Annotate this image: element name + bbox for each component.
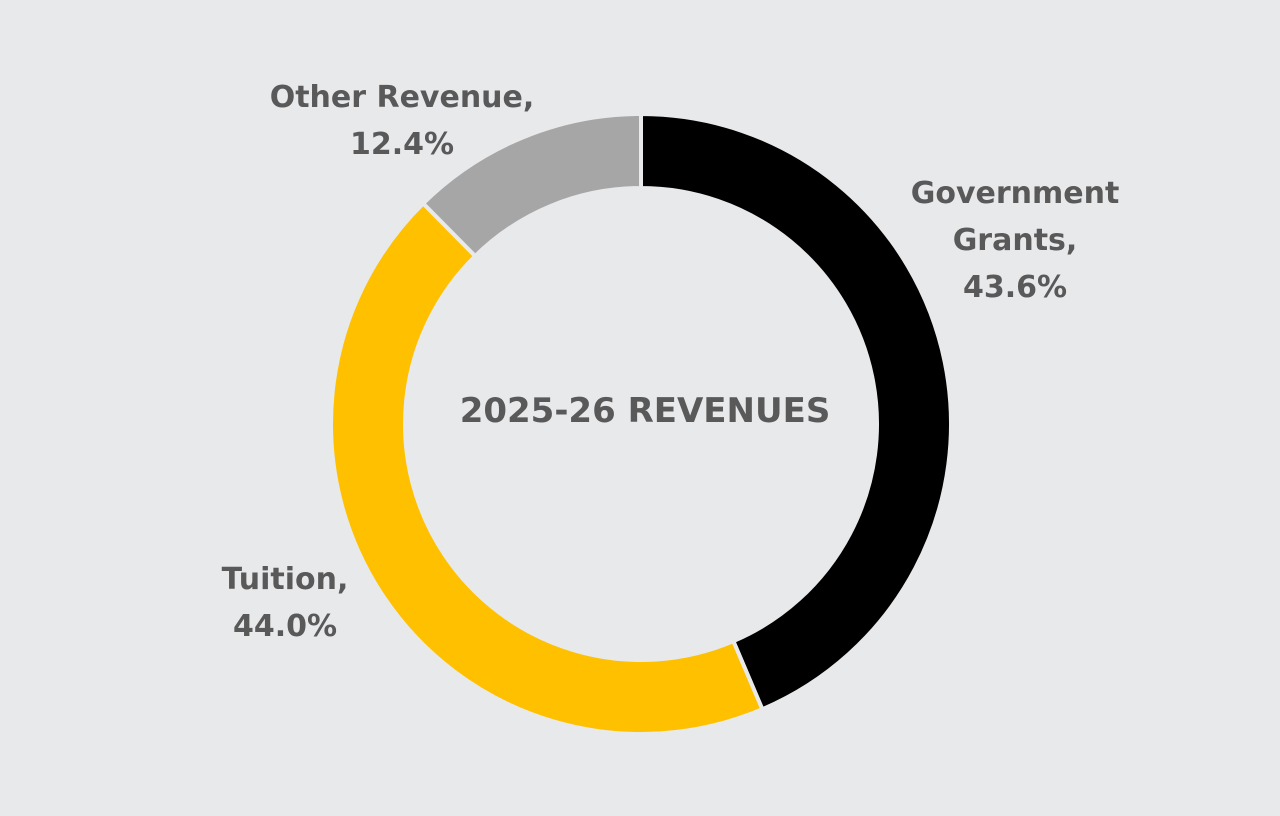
slice-label-government-grants: Government Grants, 43.6%: [905, 170, 1125, 311]
slice-label-name-line: Tuition,: [221, 562, 349, 597]
donut-slice-other-revenue: [420, 111, 643, 259]
slice-label-tuition: Tuition, 44.0%: [180, 556, 390, 650]
slice-label-value: 12.4%: [349, 127, 455, 162]
donut-slice-tuition: [329, 200, 765, 736]
slice-label-other-revenue: Other Revenue, 12.4%: [262, 74, 542, 168]
slice-label-name-line: Grants,: [952, 223, 1078, 258]
slice-label-value: 44.0%: [232, 609, 338, 644]
chart-title: 2025-26 REVENUES: [459, 391, 831, 431]
donut-slice-government-grants: [639, 111, 953, 712]
slice-label-name-line: Other Revenue,: [269, 80, 535, 115]
slice-label-value: 43.6%: [962, 270, 1068, 305]
slice-label-name-line: Government: [910, 176, 1120, 211]
